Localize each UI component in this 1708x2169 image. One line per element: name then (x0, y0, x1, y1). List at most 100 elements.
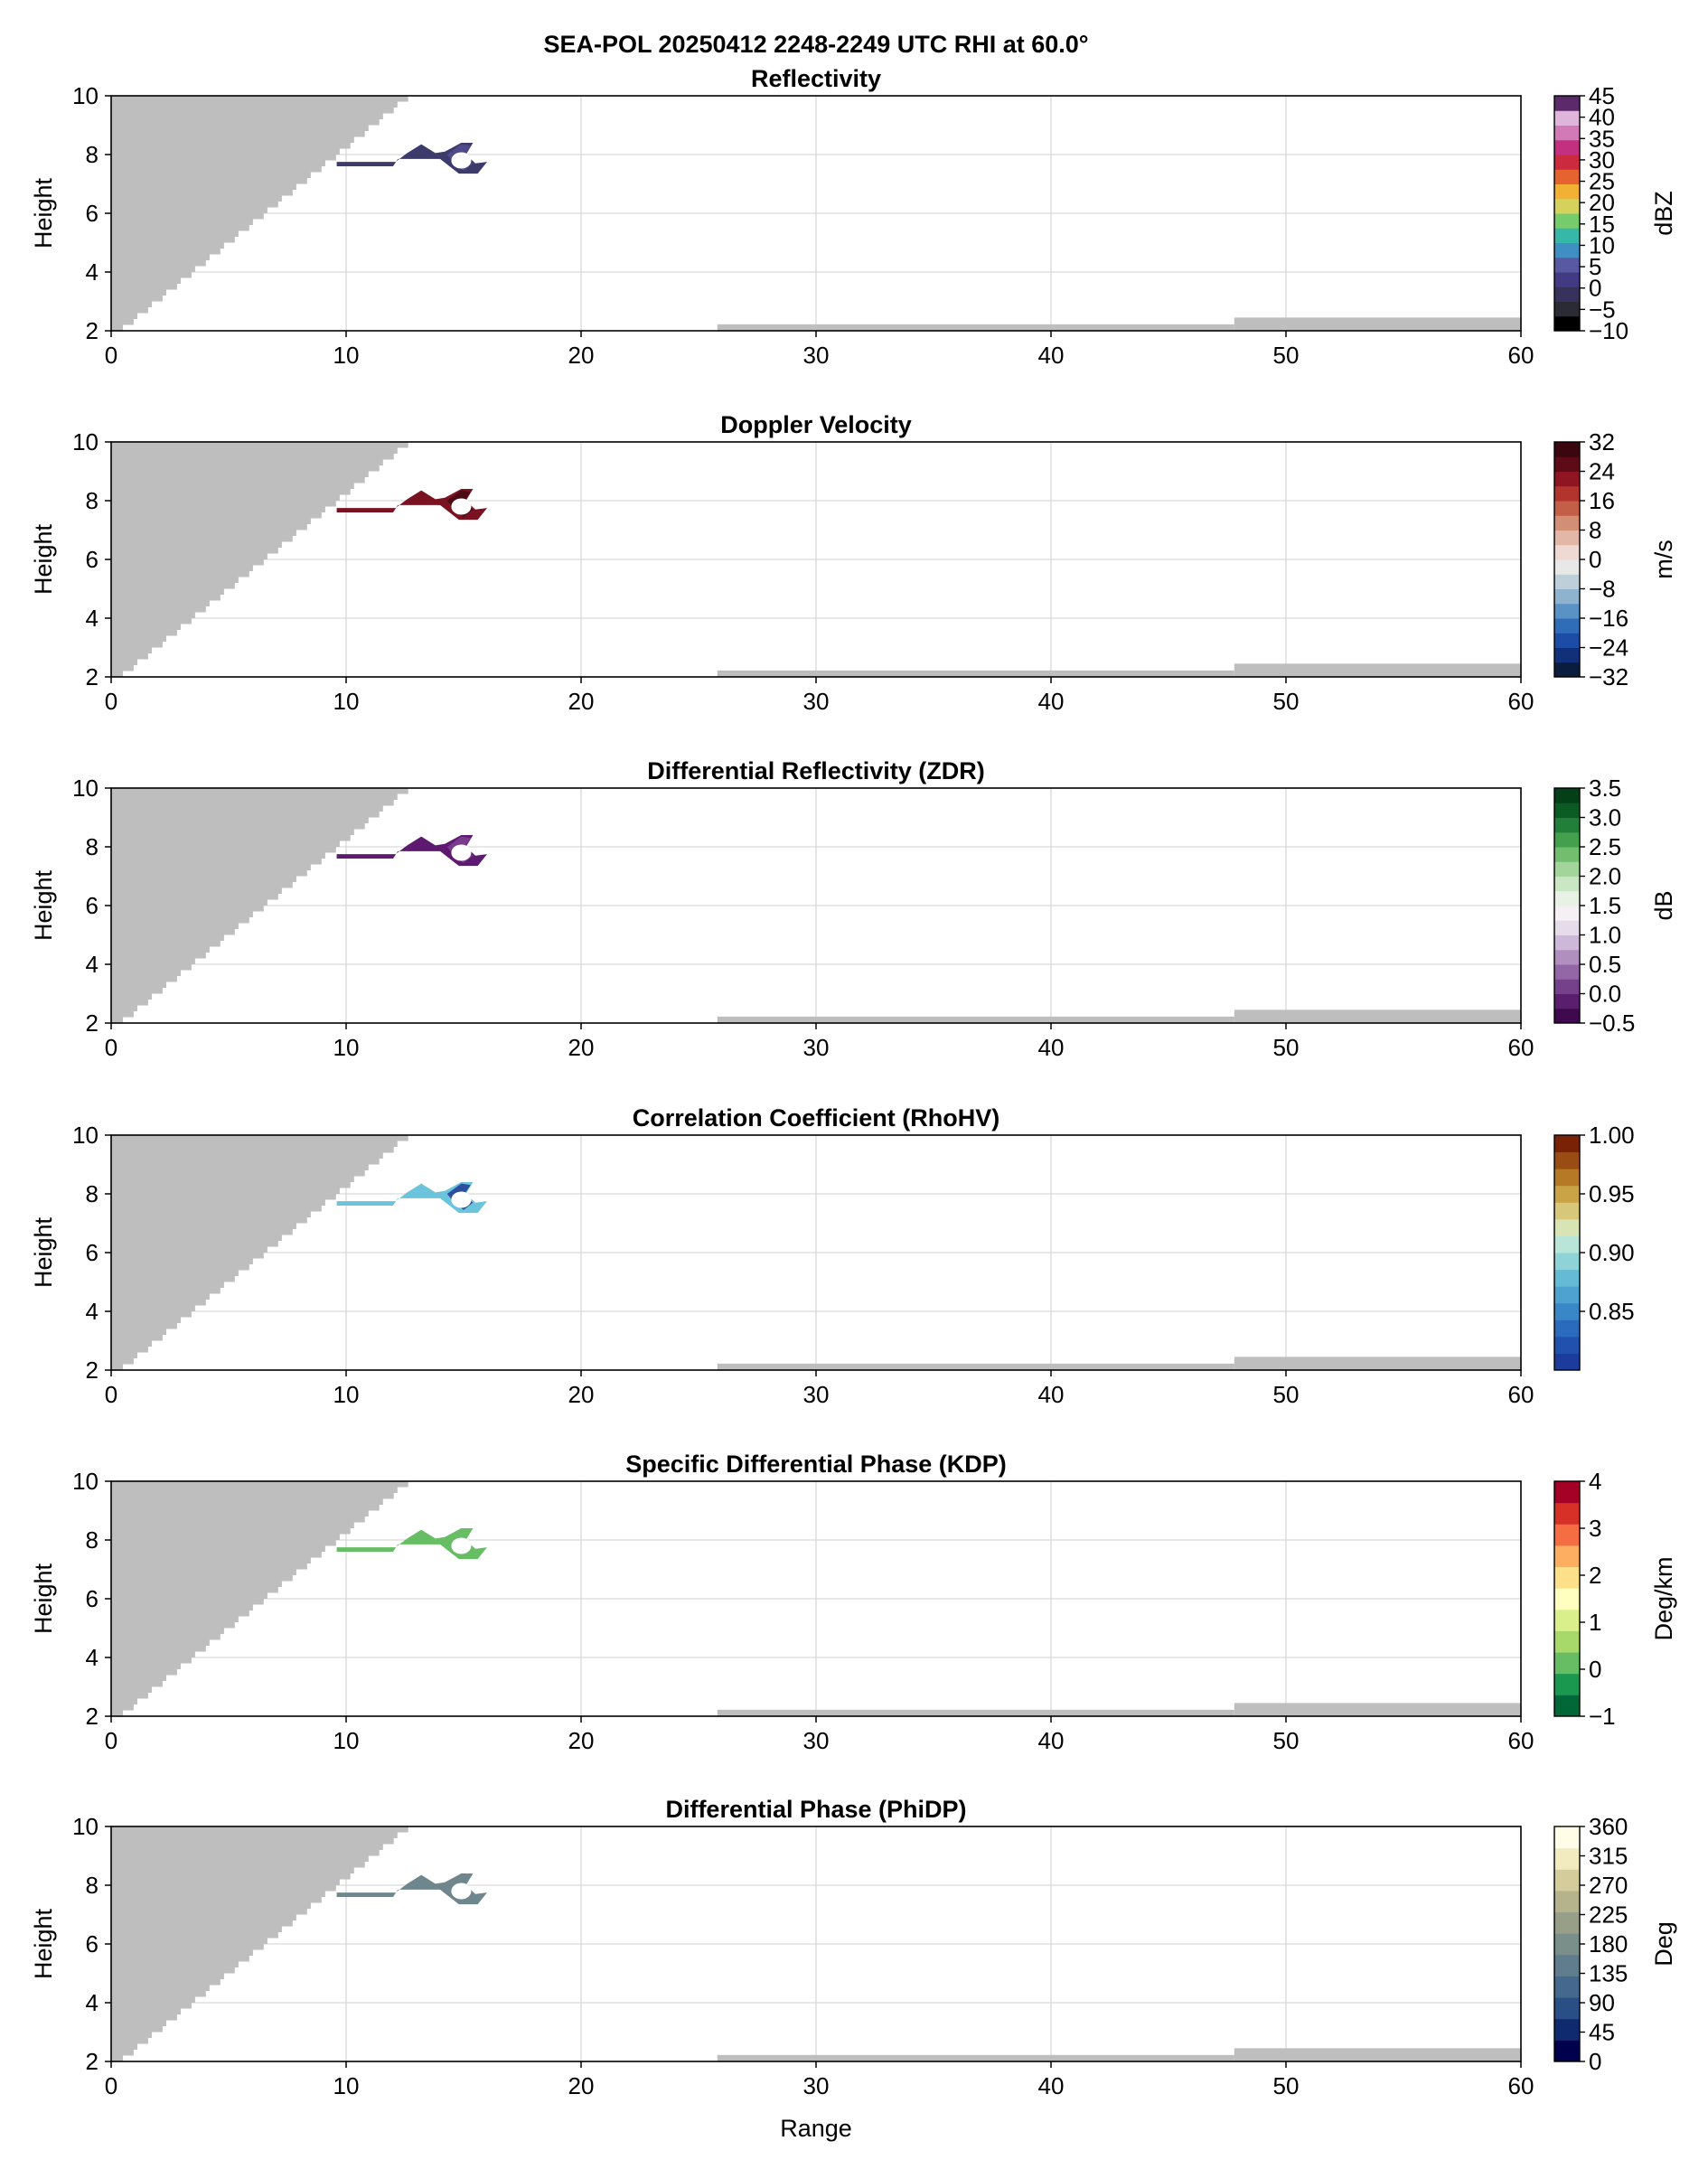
colorbar-segment (1554, 920, 1580, 935)
x-tick-label: 10 (333, 688, 360, 715)
colorbar-segment (1554, 286, 1580, 302)
colorbar-segment (1554, 544, 1580, 560)
colorbar-tick-label: 45 (1589, 2019, 1615, 2046)
ground-clutter-strip (717, 324, 1234, 331)
y-tick-label: 6 (86, 1930, 99, 1958)
echo-gap (451, 152, 472, 169)
colorbar-segment (1554, 198, 1580, 214)
x-tick-label: 40 (1038, 2072, 1065, 2099)
y-tick-label: 2 (86, 1703, 99, 1730)
x-tick-label: 20 (568, 1727, 595, 1754)
colorbar-tick-label: 0 (1589, 2048, 1601, 2075)
colorbar-tick-label: 15 (1589, 211, 1615, 238)
panel-title: Correlation Coefficient (RhoHV) (633, 1104, 1000, 1131)
colorbar-tick-label: 24 (1589, 458, 1615, 485)
x-tick-label: 0 (105, 342, 117, 369)
ground-clutter-strip (717, 1709, 1234, 1716)
y-tick-label: 4 (86, 1298, 99, 1325)
colorbar-tick-label: −10 (1589, 317, 1628, 344)
colorbar-segment (1554, 1235, 1580, 1254)
ground-clutter-strip (1234, 1357, 1521, 1370)
colorbar-tick-label: 1.5 (1589, 892, 1621, 919)
colorbar-tick-label: 2.0 (1589, 863, 1621, 890)
colorbar-segment (1554, 1933, 1580, 1956)
colorbar-tick-label: 90 (1589, 1989, 1615, 2016)
x-tick-label: 0 (105, 1727, 117, 1754)
colorbar-tick-label: 0.95 (1589, 1180, 1635, 1207)
y-tick-label: 8 (86, 833, 99, 860)
x-tick-label: 0 (105, 688, 117, 715)
y-tick-label: 10 (72, 775, 99, 802)
colorbar-segment (1554, 183, 1580, 200)
colorbar-frame (1553, 1480, 1581, 1717)
ground-clutter-strip (1234, 317, 1521, 331)
x-tick-label: 20 (568, 2072, 595, 2099)
colorbar-tick-label: 10 (1589, 231, 1615, 258)
colorbar-segment (1554, 1135, 1580, 1153)
y-tick-label: 10 (72, 1813, 99, 1840)
colorbar-segment (1554, 1319, 1580, 1338)
colorbar-label: Deg (1650, 1921, 1677, 1967)
y-tick-label: 8 (86, 1872, 99, 1899)
y-tick-label: 2 (86, 663, 99, 690)
x-tick-label: 50 (1273, 1034, 1300, 1061)
y-tick-label: 2 (86, 2048, 99, 2075)
colorbar-segment (1554, 1336, 1580, 1354)
ground-clutter-strip (1234, 1703, 1521, 1716)
x-tick-label: 50 (1273, 1727, 1300, 1754)
colorbar-segment (1554, 1151, 1580, 1169)
colorbar-segment (1554, 315, 1580, 332)
x-tick-label: 20 (568, 1034, 595, 1061)
panel-title: Differential Reflectivity (ZDR) (647, 757, 985, 784)
y-tick-label: 4 (86, 951, 99, 978)
colorbar-segment (1554, 228, 1580, 243)
panel-title: Differential Phase (PhiDP) (665, 1796, 966, 1823)
colorbar-segment (1554, 155, 1580, 170)
echo-gap (451, 1191, 472, 1208)
x-tick-label: 20 (568, 688, 595, 715)
colorbar-tick-label: 3.0 (1589, 804, 1621, 831)
colorbar-segment (1554, 1652, 1580, 1675)
panel-4: Correlation Coefficient (RhoHV)0 10 20 30 40… (30, 1104, 1635, 1408)
panel-5: Specific Differential Phase (KDP)0 10 20 30… (30, 1451, 1677, 1754)
x-tick-label: 10 (333, 2072, 360, 2099)
colorbar-segment (1554, 213, 1580, 229)
colorbar-segment (1554, 272, 1580, 287)
x-tick-label: 50 (1273, 342, 1300, 369)
colorbar-segment (1554, 964, 1580, 980)
x-tick-label: 50 (1273, 1381, 1300, 1408)
echo-region (336, 1528, 487, 1560)
colorbar-segment (1554, 1502, 1580, 1525)
colorbar-segment (1554, 1826, 1580, 1849)
colorbar-segment (1554, 817, 1580, 833)
colorbar-segment (1554, 1695, 1580, 1717)
colorbar-tick-label: −5 (1589, 296, 1616, 323)
echo-region (336, 1873, 487, 1905)
colorbar-segment (1554, 242, 1580, 258)
colorbar-tick-label: 16 (1589, 487, 1615, 514)
x-tick-label: 60 (1508, 342, 1534, 369)
colorbar-segment (1554, 96, 1580, 111)
colorbar-segment (1554, 847, 1580, 862)
colorbar-segment (1554, 485, 1580, 502)
y-tick-label: 10 (72, 82, 99, 109)
colorbar-tick-label: 0.0 (1589, 981, 1621, 1008)
colorbar-segment (1554, 1630, 1580, 1653)
y-tick-label: 8 (86, 1526, 99, 1554)
colorbar-tick-label: 0 (1589, 546, 1601, 573)
colorbar-segment (1554, 1353, 1580, 1371)
panel-title: Doppler Velocity (720, 411, 912, 438)
colorbar-tick-label: 315 (1589, 1843, 1628, 1870)
colorbar-segment (1554, 662, 1580, 678)
x-tick-label: 60 (1508, 2072, 1534, 2099)
x-axis-label: Range (780, 2115, 852, 2142)
colorbar-segment (1554, 301, 1580, 317)
colorbar-segment (1554, 1524, 1580, 1546)
colorbar-tick-label: 2 (1589, 1562, 1601, 1589)
colorbar-segment (1554, 647, 1580, 663)
colorbar-segment (1554, 831, 1580, 848)
colorbar-tick-label: 1 (1589, 1609, 1601, 1636)
colorbar-segment (1554, 1997, 1580, 2020)
colorbar-segment (1554, 1545, 1580, 1568)
colorbar-segment (1554, 949, 1580, 965)
